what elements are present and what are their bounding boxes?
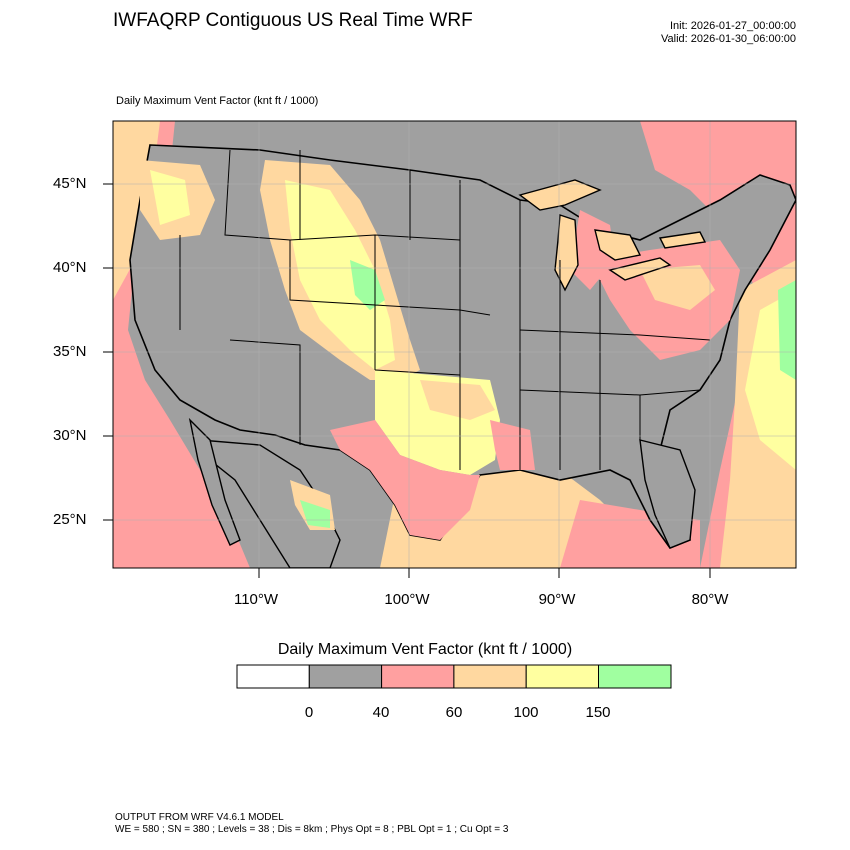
colorbar-box-6: [598, 664, 672, 689]
colorbar-tick-150: 150: [585, 704, 611, 721]
colorbar-tick-60: 60: [445, 704, 463, 721]
lake-erie: [608, 257, 672, 281]
lon-label-80: 80°W: [691, 591, 729, 608]
lat-label-30: 30°N: [53, 427, 87, 444]
colorbar-box-2: [308, 664, 383, 689]
model-footer-line1: OUTPUT FROM WRF V4.6.1 MODEL: [115, 812, 284, 823]
colorbar: [236, 664, 672, 689]
lake-michigan: [554, 214, 579, 292]
colorbar-box-5: [525, 664, 600, 689]
model-footer-line2: WE = 580 ; SN = 380 ; Levels = 38 ; Dis …: [115, 824, 509, 835]
map-frame: [112, 120, 797, 569]
lake-superior: [518, 179, 602, 211]
init-time: Init: 2026-01-27_00:00:00: [670, 20, 796, 32]
chart-title: IWFAQRP Contiguous US Real Time WRF: [113, 10, 473, 31]
mexico-green: [300, 500, 330, 528]
colorbar-tick-40: 40: [372, 704, 390, 721]
graticule: [113, 121, 796, 568]
oklahoma-orange: [420, 380, 495, 420]
colorado-green: [350, 260, 385, 310]
colorbar-title: Daily Maximum Vent Factor (knt ft / 1000…: [277, 641, 573, 658]
lat-label-40: 40°N: [53, 259, 87, 276]
colorbar-box-4: [453, 664, 527, 689]
lake-ontario: [658, 231, 707, 249]
louisiana-pink: [490, 420, 535, 470]
valid-time: Valid: 2026-01-30_06:00:00: [661, 33, 796, 45]
colorbar-tick-0: 0: [304, 704, 314, 721]
pacific-band: [113, 121, 250, 568]
texas-pink: [330, 420, 480, 540]
lon-label-90: 90°W: [538, 591, 576, 608]
lat-label-45: 45°N: [53, 175, 87, 192]
colorbar-tick-100: 100: [513, 704, 539, 721]
colorbar-box-3: [381, 664, 455, 689]
lat-label-25: 25°N: [53, 511, 87, 528]
state-boundaries: [179, 149, 711, 470]
mexico-land: [198, 439, 341, 568]
baja-california: [188, 417, 241, 546]
atlantic-green-band: [778, 280, 796, 380]
lake-huron: [594, 229, 642, 261]
florida: [639, 439, 696, 549]
lon-label-100: 100°W: [384, 591, 430, 608]
rockies-yellow: [285, 180, 395, 370]
michigan-pink: [570, 210, 615, 290]
colorbar-box-1: [236, 664, 310, 689]
map-field: [113, 121, 796, 568]
lon-label-110: 110°W: [233, 591, 279, 608]
lat-label-35: 35°N: [53, 343, 87, 360]
field-subtitle: Daily Maximum Vent Factor (knt ft / 1000…: [116, 95, 319, 107]
east-orange: [640, 265, 715, 310]
axis-ticks: [103, 183, 711, 578]
